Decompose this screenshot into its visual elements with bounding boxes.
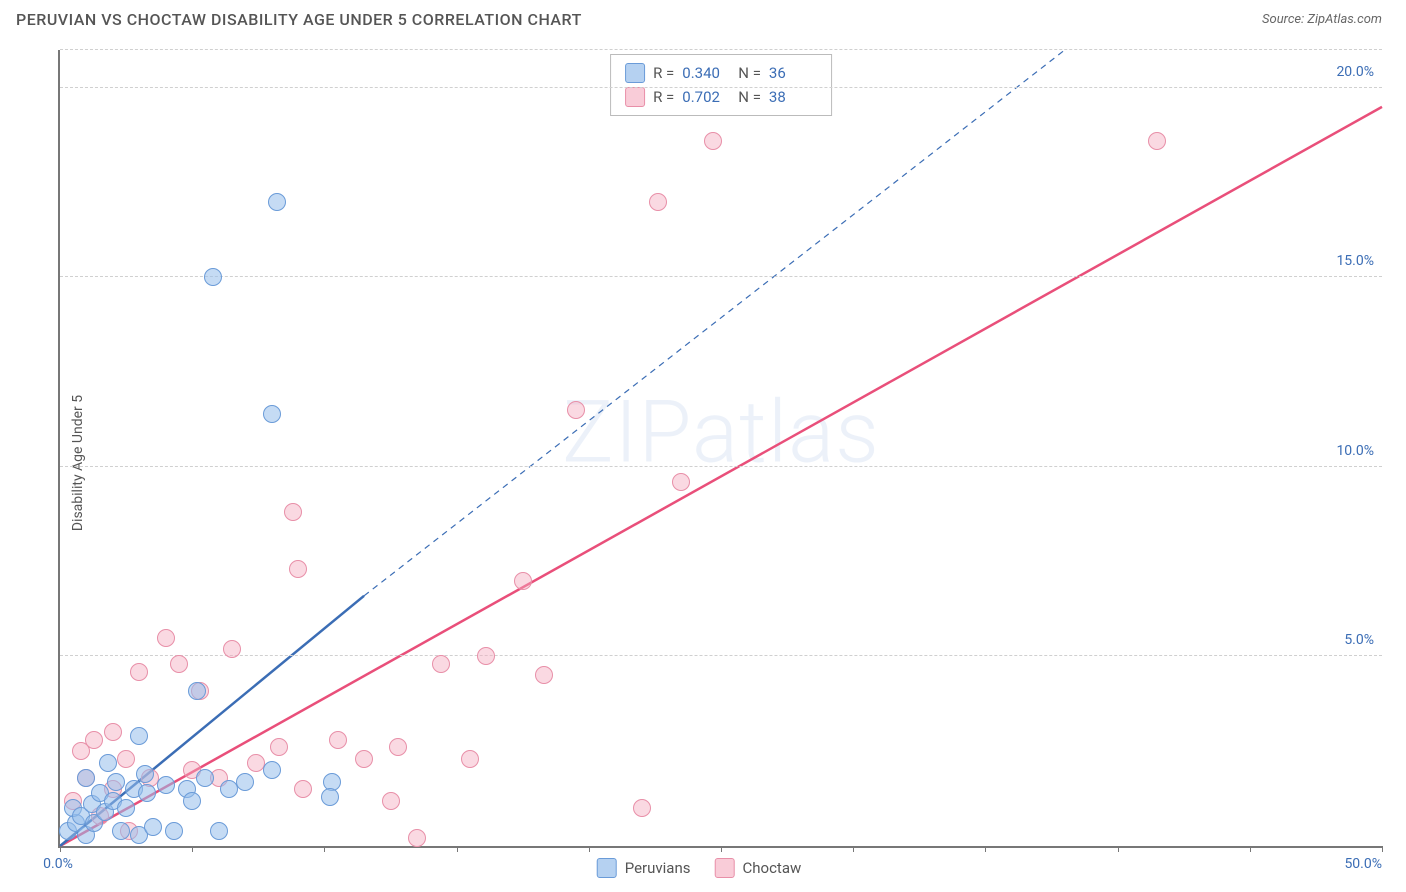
- data-point-blue: [210, 822, 228, 840]
- r-label: R =: [653, 64, 674, 82]
- legend-label-pink: Choctaw: [743, 859, 802, 877]
- legend-label-blue: Peruvians: [625, 859, 691, 877]
- swatch-pink-icon: [715, 858, 735, 878]
- data-point-pink: [461, 750, 479, 768]
- data-point-pink: [117, 750, 135, 768]
- x-tick-mark: [1118, 846, 1119, 852]
- n-value-pink: 38: [769, 88, 817, 106]
- data-point-blue: [144, 818, 162, 836]
- legend-row-pink: R = 0.702 N = 38: [625, 85, 817, 109]
- data-point-pink: [432, 655, 450, 673]
- x-tick-mark: [589, 846, 590, 852]
- data-point-blue: [77, 769, 95, 787]
- data-point-pink: [329, 731, 347, 749]
- x-tick-mark: [1250, 846, 1251, 852]
- data-point-blue: [136, 765, 154, 783]
- gridline: [60, 466, 1382, 467]
- data-point-pink: [130, 663, 148, 681]
- legend-item-blue: Peruvians: [597, 858, 691, 878]
- trend-lines-layer: [60, 50, 1382, 846]
- data-point-blue: [263, 761, 281, 779]
- data-point-blue: [236, 773, 254, 791]
- gridline: [60, 655, 1382, 656]
- y-tick-label: 20.0%: [1336, 64, 1374, 80]
- plot-area: ZIPatlas R = 0.340 N = 36 R = 0.702 N = …: [58, 50, 1382, 848]
- data-point-blue: [183, 792, 201, 810]
- data-point-pink: [85, 731, 103, 749]
- n-label: N =: [738, 64, 761, 82]
- data-point-pink: [672, 473, 690, 491]
- data-point-pink: [270, 738, 288, 756]
- data-point-pink: [289, 560, 307, 578]
- data-point-blue: [130, 727, 148, 745]
- data-point-pink: [157, 629, 175, 647]
- data-point-blue: [112, 822, 130, 840]
- gridline: [60, 87, 1382, 88]
- data-point-pink: [294, 780, 312, 798]
- data-point-pink: [514, 572, 532, 590]
- data-point-pink: [284, 503, 302, 521]
- legend-row-blue: R = 0.340 N = 36: [625, 61, 817, 85]
- x-tick-mark: [192, 846, 193, 852]
- correlation-legend: R = 0.340 N = 36 R = 0.702 N = 38: [610, 54, 832, 116]
- legend-item-pink: Choctaw: [715, 858, 802, 878]
- watermark: ZIPatlas: [562, 382, 880, 483]
- gridline: [60, 276, 1382, 277]
- x-tick-mark: [60, 846, 61, 852]
- data-point-pink: [477, 647, 495, 665]
- data-point-pink: [1148, 132, 1166, 150]
- chart-title: PERUVIAN VS CHOCTAW DISABILITY AGE UNDER…: [16, 10, 582, 29]
- x-tick-mark: [324, 846, 325, 852]
- data-point-blue: [138, 784, 156, 802]
- data-point-blue: [107, 773, 125, 791]
- n-value-blue: 36: [769, 64, 817, 82]
- data-point-blue: [268, 193, 286, 211]
- x-tick-label: 50.0%: [1344, 856, 1382, 872]
- r-label: R =: [653, 88, 674, 106]
- data-point-blue: [157, 776, 175, 794]
- data-point-pink: [104, 723, 122, 741]
- data-point-blue: [204, 268, 222, 286]
- x-tick-mark: [853, 846, 854, 852]
- x-tick-mark: [1382, 846, 1383, 852]
- data-point-pink: [382, 792, 400, 810]
- x-tick-label: 0.0%: [43, 856, 73, 872]
- data-point-blue: [117, 799, 135, 817]
- swatch-blue-icon: [597, 858, 617, 878]
- data-point-pink: [704, 132, 722, 150]
- swatch-pink-icon: [625, 87, 645, 107]
- data-point-pink: [223, 640, 241, 658]
- source-attribution: Source: ZipAtlas.com: [1262, 12, 1382, 27]
- x-tick-mark: [457, 846, 458, 852]
- chart-container: Disability Age Under 5 ZIPatlas R = 0.34…: [16, 50, 1382, 876]
- data-point-pink: [355, 750, 373, 768]
- data-point-pink: [567, 401, 585, 419]
- data-point-pink: [389, 738, 407, 756]
- data-point-pink: [633, 799, 651, 817]
- chart-header: PERUVIAN VS CHOCTAW DISABILITY AGE UNDER…: [0, 0, 1406, 39]
- swatch-blue-icon: [625, 63, 645, 83]
- r-value-blue: 0.340: [682, 64, 730, 82]
- data-point-blue: [321, 788, 339, 806]
- x-tick-mark: [985, 846, 986, 852]
- data-point-pink: [408, 829, 426, 847]
- series-legend: Peruvians Choctaw: [597, 858, 802, 878]
- y-tick-label: 15.0%: [1336, 253, 1374, 269]
- x-tick-mark: [721, 846, 722, 852]
- gridline: [60, 49, 1382, 50]
- data-point-blue: [188, 682, 206, 700]
- data-point-pink: [170, 655, 188, 673]
- data-point-pink: [649, 193, 667, 211]
- y-tick-label: 5.0%: [1344, 632, 1374, 648]
- data-point-blue: [263, 405, 281, 423]
- data-point-pink: [535, 666, 553, 684]
- n-label: N =: [738, 88, 761, 106]
- data-point-blue: [196, 769, 214, 787]
- data-point-blue: [165, 822, 183, 840]
- r-value-pink: 0.702: [682, 88, 730, 106]
- data-point-blue: [99, 754, 117, 772]
- y-tick-label: 10.0%: [1336, 443, 1374, 459]
